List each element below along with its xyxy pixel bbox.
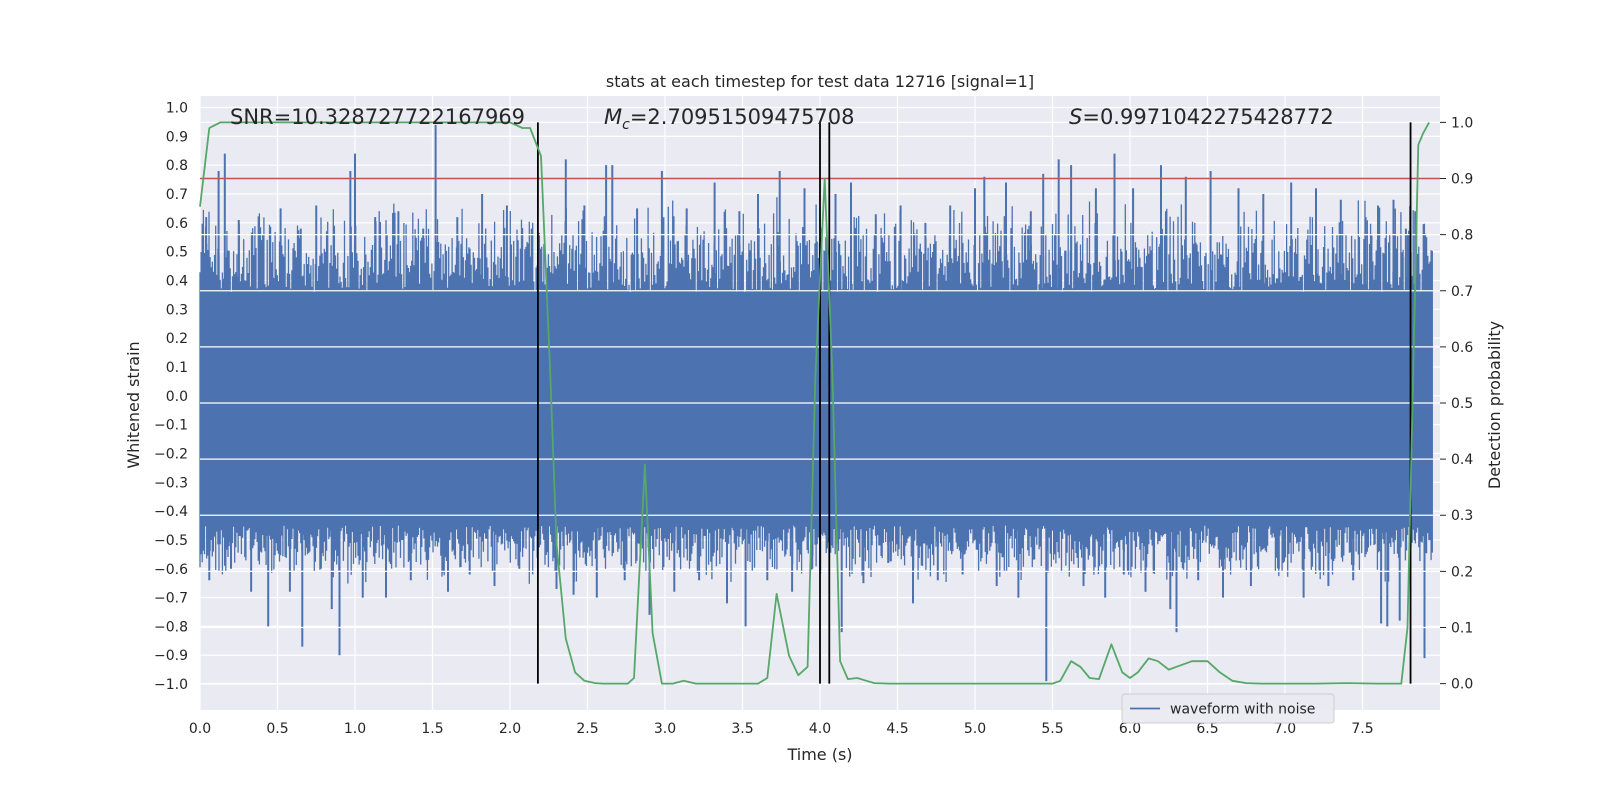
y2-tick-label: 0.6 [1451, 340, 1473, 356]
y-tick-label: 0.2 [166, 331, 188, 347]
y-tick-label: −1.0 [154, 677, 188, 693]
chirp-mass-subscript: c [622, 117, 630, 133]
y-tick-label: 0.7 [166, 187, 188, 203]
y-tick-label: 0.0 [166, 389, 188, 405]
x-tick-label: 2.0 [499, 721, 521, 737]
y-tick-label: 0.8 [166, 158, 188, 174]
legend-label: waveform with noise [1170, 702, 1315, 718]
y2-tick-label: 0.0 [1451, 677, 1473, 693]
y2-tick-label: 0.2 [1451, 564, 1473, 580]
y-tick-labels: 1.0 0.9 0.8 0.7 0.6 0.5 0.4 0.3 0.2 0.1 0.0 −0.1 −0.… [154, 101, 188, 694]
x-tick-label: 5.5 [1041, 721, 1063, 737]
y-tick-label: −0.6 [154, 562, 188, 578]
y2-tick-label: 0.4 [1451, 452, 1473, 468]
x-tick-label: 5.0 [964, 721, 986, 737]
x-tick-label: 6.5 [1196, 721, 1218, 737]
score-annotation: S=0.9971042275428772 [1069, 105, 1334, 129]
x-tick-labels: 0.0 0.5 1.0 1.5 2.0 2.5 3.0 3.5 4.0 4.5 5.0 5.5 6.0 6… [189, 721, 1374, 737]
y2-tick-label: 0.3 [1451, 508, 1473, 524]
y2-tick-label: 0.5 [1451, 396, 1473, 412]
y2-tick-labels: 1.0 0.9 0.8 0.7 0.6 0.5 0.4 0.3 0.2 0.1 0.0 [1440, 115, 1473, 693]
y-tick-label: −0.1 [154, 418, 188, 434]
y-tick-label: −0.4 [154, 504, 188, 520]
y2-tick-label: 1.0 [1451, 115, 1473, 131]
x-tick-label: 7.0 [1274, 721, 1296, 737]
x-tick-label: 2.5 [576, 721, 598, 737]
x-tick-label: 3.5 [731, 721, 753, 737]
y-tick-label: −0.8 [154, 619, 188, 635]
x-tick-label: 3.0 [654, 721, 676, 737]
y-tick-label: 0.9 [166, 129, 188, 145]
chirp-mass-annotation: Mc=2.70951509475708 [604, 105, 855, 133]
x-tick-label: 1.5 [421, 721, 443, 737]
y2-tick-label: 0.8 [1451, 228, 1473, 244]
score-value: =0.9971042275428772 [1082, 105, 1333, 129]
y2-axis-label: Detection probability [1485, 321, 1504, 489]
y-tick-label: 0.4 [166, 273, 188, 289]
x-tick-label: 4.5 [886, 721, 908, 737]
chart-title: stats at each timestep for test data 127… [606, 72, 1034, 91]
chirp-mass-value: =2.70951509475708 [630, 105, 855, 129]
y-tick-label: 1.0 [166, 101, 188, 117]
x-tick-label: 4.0 [809, 721, 831, 737]
y-axis-label: Whitened strain [124, 341, 143, 468]
y-tick-label: −0.3 [154, 475, 188, 491]
y2-tick-label: 0.1 [1451, 620, 1473, 636]
y-tick-label: 0.1 [166, 360, 188, 376]
y-tick-label: 0.5 [166, 245, 188, 261]
y-tick-label: 0.3 [166, 302, 188, 318]
x-tick-label: 1.0 [344, 721, 366, 737]
y-tick-label: 0.6 [166, 216, 188, 232]
x-axis-label: Time (s) [786, 745, 852, 764]
probability-line [199, 121, 1430, 685]
chirp-mass-symbol: M [604, 105, 622, 129]
probability-series [199, 121, 1430, 685]
x-tick-label: 0.5 [266, 721, 288, 737]
y-tick-label: −0.9 [154, 648, 188, 664]
y-tick-label: −0.5 [154, 533, 188, 549]
waveform-trace [199, 197, 1433, 584]
y-tick-label: −0.2 [154, 446, 188, 462]
x-tick-label: 7.5 [1351, 721, 1373, 737]
y2-tick-label: 0.9 [1451, 172, 1473, 188]
legend: waveform with noise [1121, 693, 1335, 724]
reference-lines [200, 122, 1440, 684]
snr-annotation: SNR=10.328727722167969 [230, 105, 525, 129]
y-tick-label: −0.7 [154, 591, 188, 607]
waveform-series [199, 124, 1433, 682]
x-tick-label: 0.0 [189, 721, 211, 737]
score-symbol: S [1069, 105, 1082, 129]
legend-box [1121, 693, 1335, 724]
y2-tick-label: 0.7 [1451, 284, 1473, 300]
x-tick-label: 6.0 [1119, 721, 1141, 737]
